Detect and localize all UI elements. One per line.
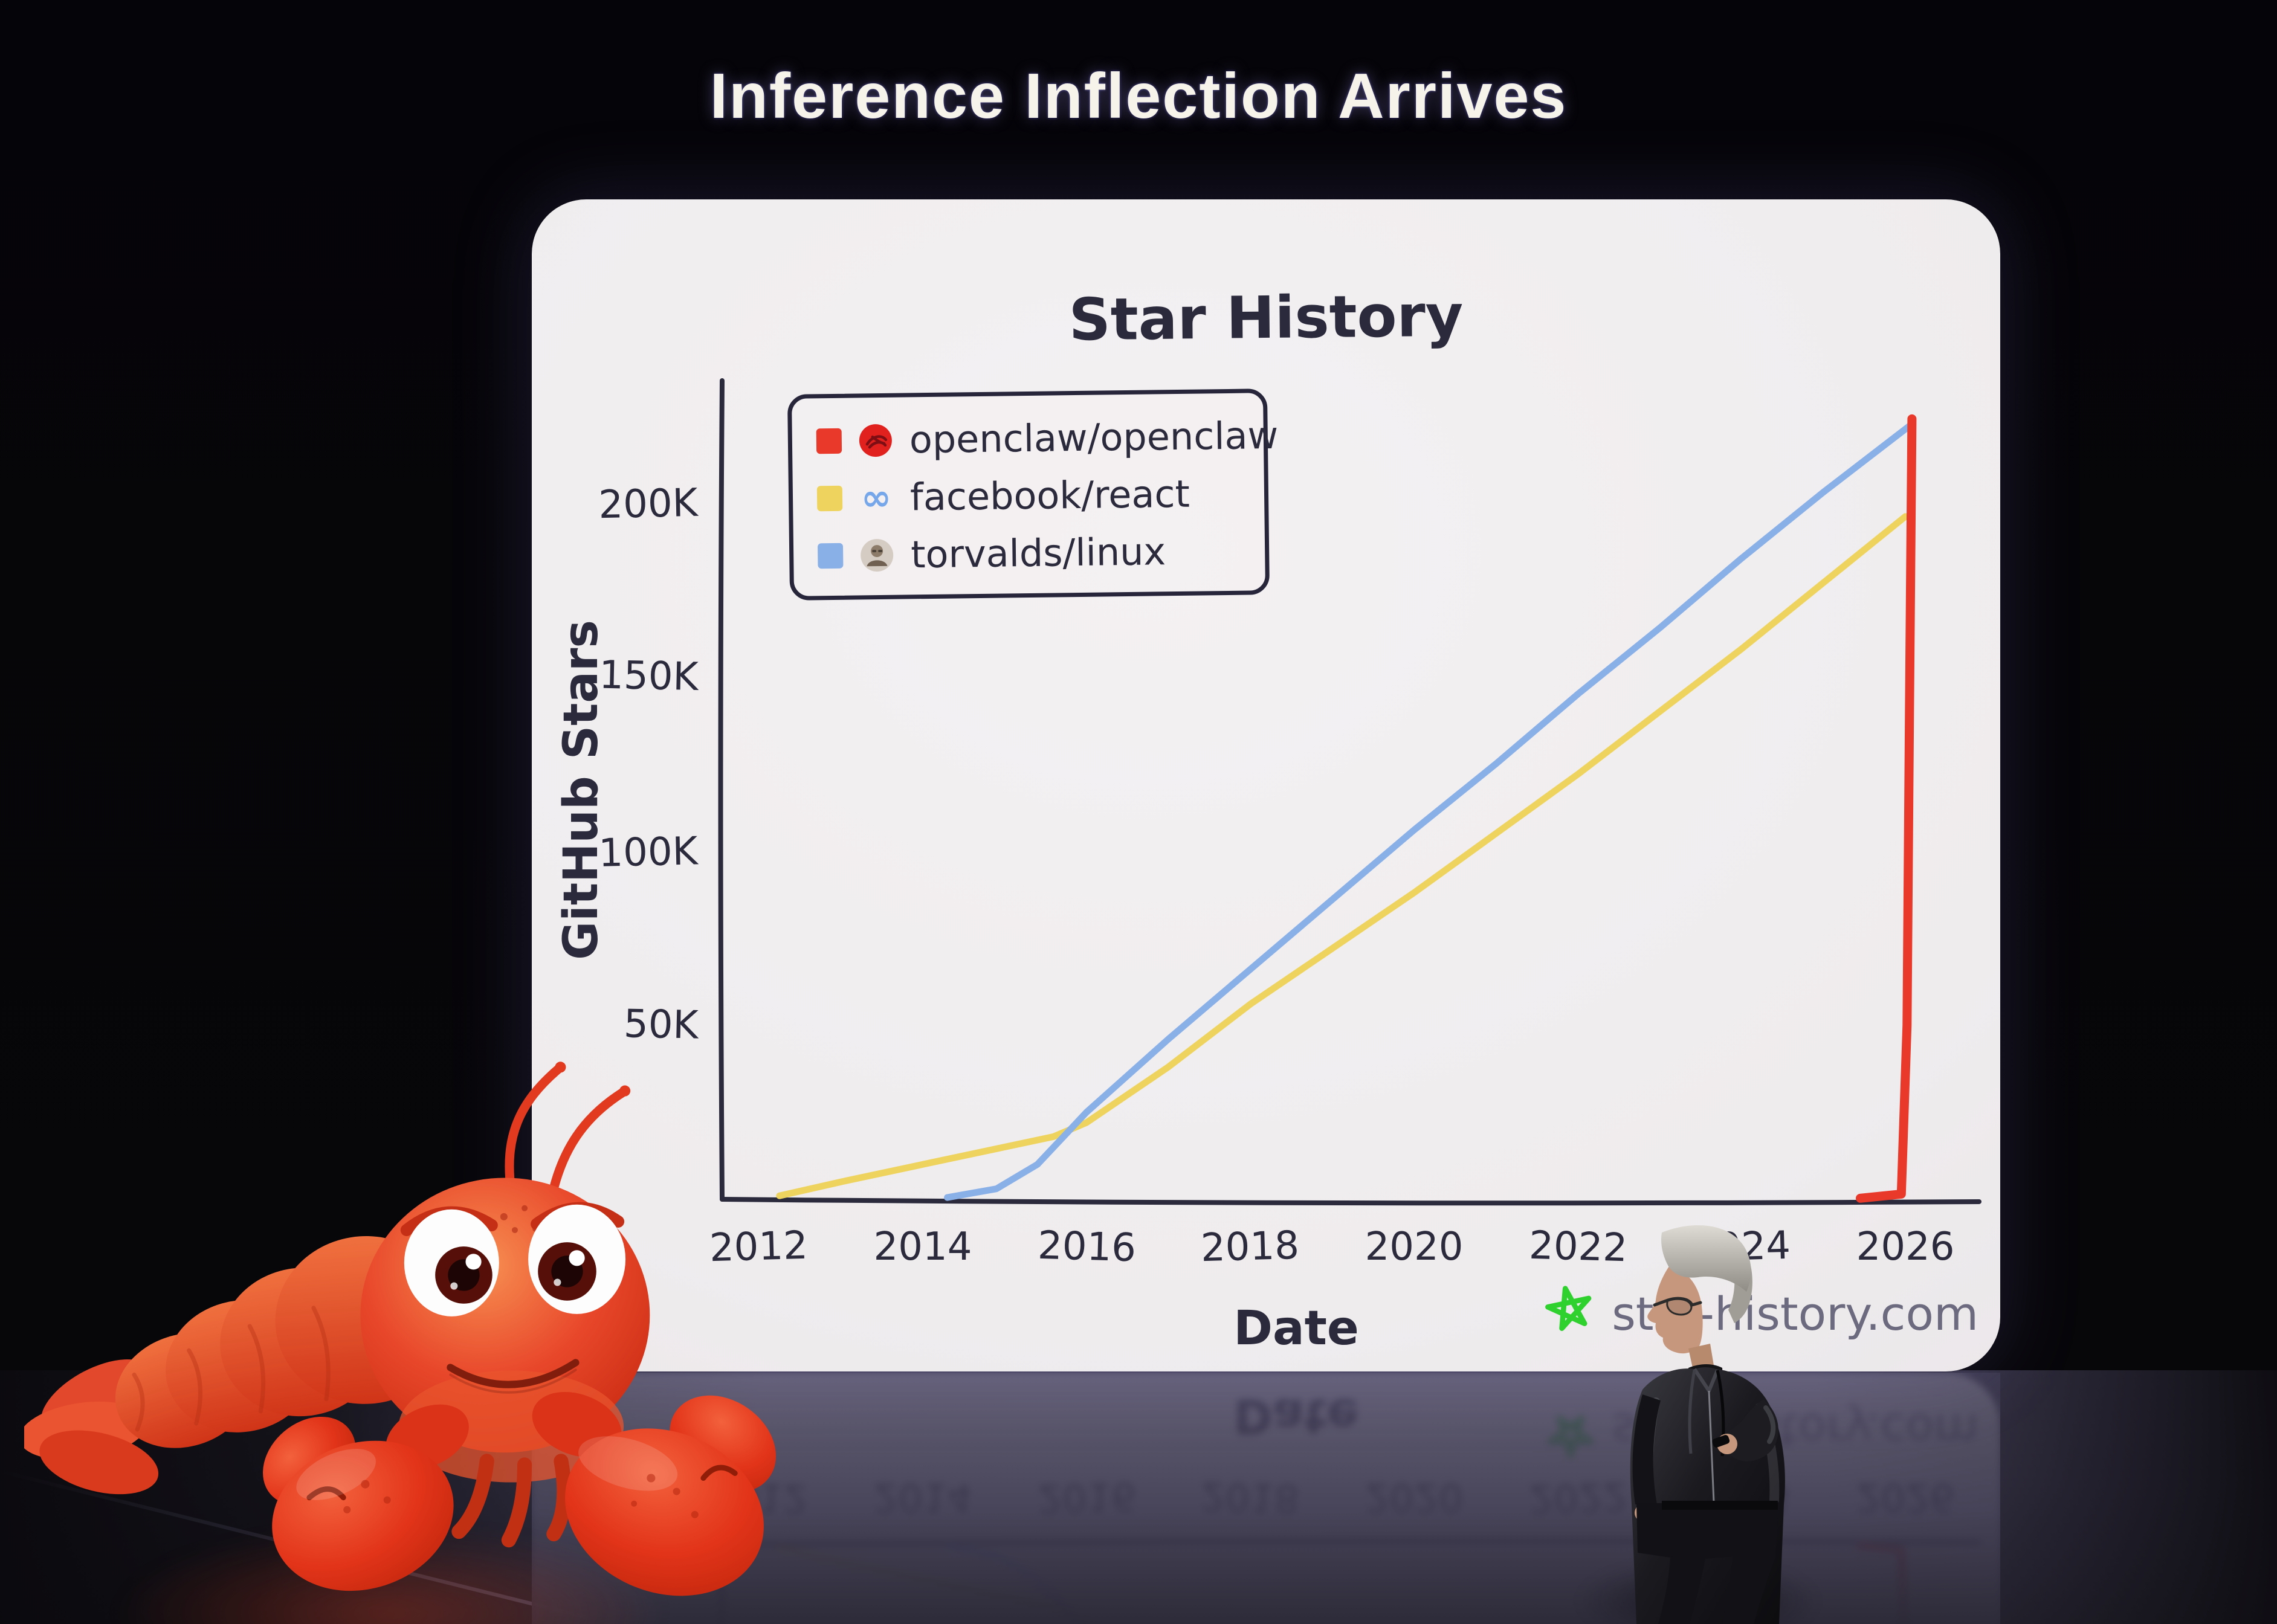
svg-text:Date: Date (1233, 1301, 1359, 1356)
legend-swatch-yellow (816, 485, 843, 511)
svg-text:50K: 50K (623, 1002, 700, 1048)
svg-text:GitHub Stars: GitHub Stars (554, 620, 609, 960)
legend-label: facebook/react (909, 471, 1190, 520)
legend-item-linux: torvalds/linux (817, 529, 1241, 578)
svg-text:200K: 200K (598, 481, 700, 527)
chart-legend: openclaw/openclaw ∞ facebook/react (787, 388, 1279, 601)
legend-swatch-red (816, 428, 842, 454)
legend-item-react: ∞ facebook/react (816, 471, 1241, 521)
green-star-icon (1545, 1286, 1592, 1331)
legend-label: torvalds/linux (910, 529, 1166, 577)
svg-text:150K: 150K (599, 653, 700, 700)
svg-text:2012: 2012 (709, 1223, 809, 1271)
legend-item-openclaw: openclaw/openclaw (816, 413, 1279, 463)
star-history-chart: 2012201420162018202020222024202650K100K1… (554, 378, 1981, 1356)
legend-swatch-blue (817, 543, 844, 569)
openclaw-lobster-logo-icon (858, 422, 894, 459)
linus-torvalds-avatar (859, 536, 896, 573)
svg-text:2014: 2014 (874, 1225, 972, 1269)
svg-text:2026: 2026 (1856, 1225, 1955, 1269)
cartoon-lobster-mascot (24, 1062, 776, 1596)
meta-infinity-logo-icon: ∞ (861, 476, 892, 519)
svg-text:2018: 2018 (1200, 1223, 1300, 1271)
svg-text:2022: 2022 (1528, 1223, 1628, 1271)
chart-slide: Star History 2012 2014 2016 2018 2020 2022 202… (532, 199, 2000, 1371)
svg-text:2020: 2020 (1365, 1225, 1464, 1269)
presenter-figure (1630, 1225, 1785, 1624)
svg-text:100K: 100K (598, 829, 700, 875)
legend-label: openclaw/openclaw (909, 413, 1279, 462)
svg-text:2016: 2016 (1037, 1223, 1137, 1271)
page-title: Inference Inflection Arrives (709, 60, 1568, 132)
